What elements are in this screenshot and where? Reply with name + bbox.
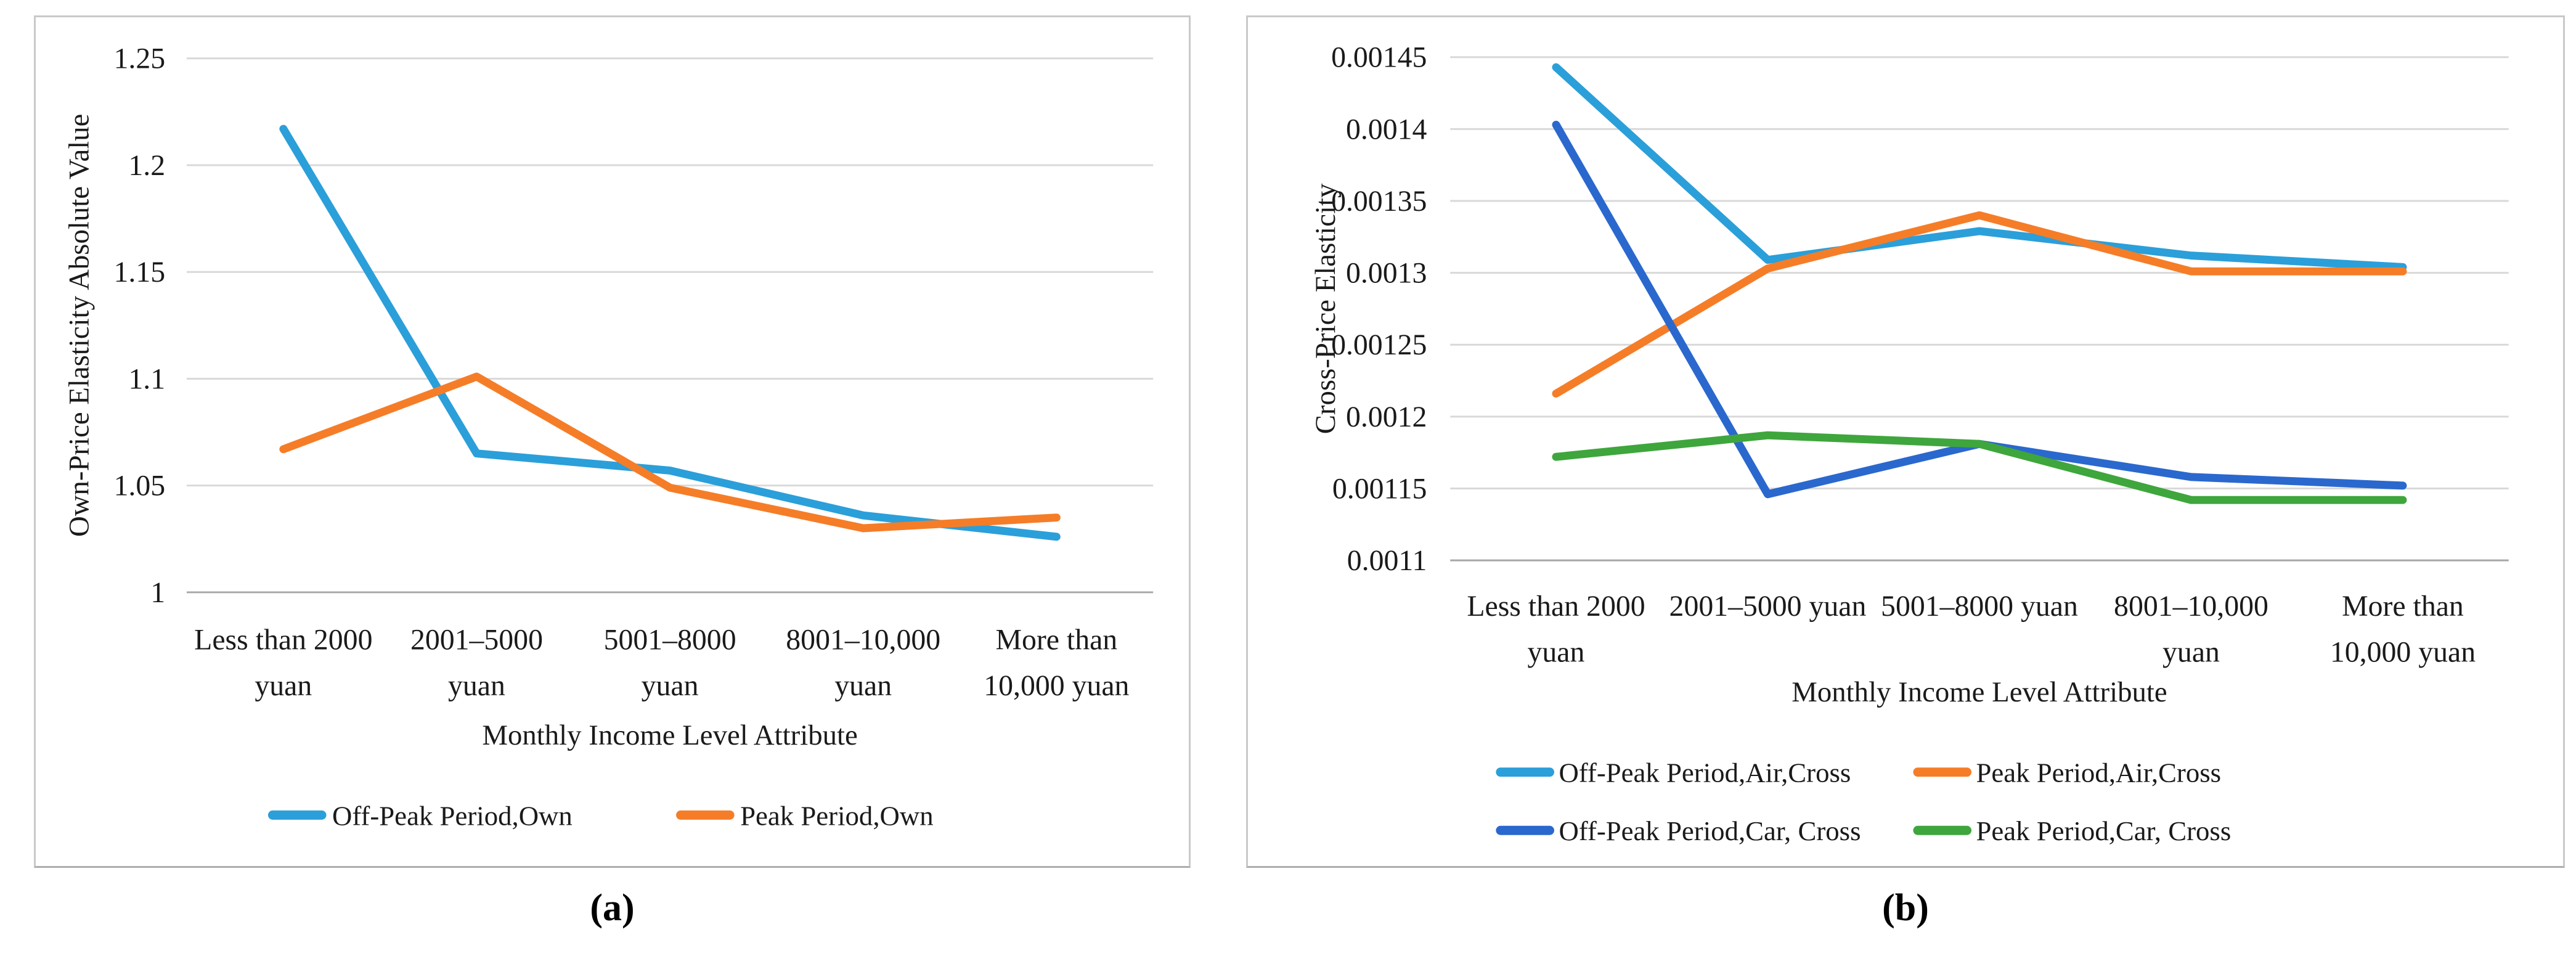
x-tick-line: Less than 2000	[1467, 590, 1645, 623]
y-tick-labels: 1 1.05 1.1 1.15 1.2 1.25	[114, 43, 166, 609]
chart-panel-b: 0.0011 0.00115 0.0012 0.00125 0.0013 0.00135 0…	[1246, 15, 2565, 868]
x-tick-label: Less than 2000 yuan	[1467, 590, 1645, 669]
series-line-off-peak-period-air-cross	[1552, 63, 2407, 271]
x-tick-line: yuan	[255, 669, 312, 702]
x-tick-line: 10,000 yuan	[2330, 635, 2476, 668]
y-tick-label: 0.00135	[1331, 185, 1427, 218]
series-line-peak-period-own	[279, 372, 1061, 533]
caption-a: (a)	[590, 887, 635, 929]
y-tick-label: 0.0011	[1347, 544, 1427, 577]
x-tick-line: yuan	[1528, 635, 1585, 668]
x-tick-label: 2001–5000 yuan	[1669, 590, 1867, 623]
x-tick-labels: Less than 2000 yuan 2001–5000 yuan 5001–800…	[1467, 590, 2476, 669]
x-tick-line: 8001–10,000	[2114, 590, 2268, 623]
series-line-peak-period-car-cross	[1552, 431, 2407, 504]
x-tick-label: 5001–8000 yuan	[604, 624, 736, 703]
y-tick-labels: 0.0011 0.00115 0.0012 0.00125 0.0013 0.00135 0…	[1331, 41, 1427, 577]
x-tick-line: 10,000 yuan	[984, 669, 1129, 702]
y-tick-label: 0.0014	[1346, 113, 1427, 145]
y-tick-label: 1.1	[128, 362, 165, 395]
y-tick-label: 0.0012	[1346, 401, 1427, 433]
y-axis-title: Cross-Price Elasticity	[1310, 183, 1342, 434]
y-axis-title: Own-Price Elasticity Absolute Value	[63, 114, 96, 537]
x-tick-line: Less than 2000	[194, 624, 372, 656]
y-tick-label: 0.0013	[1346, 257, 1427, 290]
x-axis-title: Monthly Income Level Attribute	[482, 719, 857, 751]
x-tick-line: 2001–5000	[410, 624, 543, 656]
x-tick-line: yuan	[642, 669, 699, 702]
x-tick-label: Less than 2000 yuan	[194, 624, 372, 703]
y-tick-label: 1.25	[114, 43, 166, 75]
chart-panel-a: 1 1.05 1.1 1.15 1.2 1.25 Less than 2000 yuan 200…	[34, 15, 1191, 868]
x-axis-title: Monthly Income Level Attribute	[1791, 676, 2167, 708]
x-tick-label: More than 10,000 yuan	[2330, 590, 2476, 669]
y-tick-label: 0.00145	[1331, 41, 1427, 74]
x-tick-label: 8001–10,000 yuan	[786, 624, 940, 703]
legend-label-peak-period-air-cross: Peak Period,Air,Cross	[1976, 758, 2222, 788]
y-tick-label: 1	[150, 576, 165, 609]
cross-price-elasticity-chart: 0.0011 0.00115 0.0012 0.00125 0.0013 0.00135 0…	[1310, 41, 2509, 846]
x-tick-line: yuan	[834, 669, 892, 702]
x-tick-label: More than 10,000 yuan	[984, 624, 1129, 703]
legend: Off-Peak Period,Own Peak Period,Own	[267, 800, 934, 831]
legend-label-off-peak-period-own: Off-Peak Period,Own	[332, 800, 573, 831]
x-tick-line: 5001–8000 yuan	[1881, 590, 2078, 623]
x-tick-line: yuan	[448, 669, 505, 702]
x-tick-line: 2001–5000 yuan	[1669, 590, 1867, 623]
x-tick-label: 2001–5000 yuan	[410, 624, 543, 703]
series-line-off-peak-period-own	[279, 125, 1061, 541]
y-tick-label: 1.2	[128, 149, 165, 182]
legend-label-off-peak-period-car-cross: Off-Peak Period,Car, Cross	[1559, 815, 1861, 846]
y-tick-label: 1.15	[114, 256, 166, 288]
x-tick-line: More than	[2342, 590, 2464, 623]
gridlines	[187, 57, 1154, 594]
x-tick-label: 5001–8000 yuan	[1881, 590, 2078, 623]
legend-label-peak-period-car-cross: Peak Period,Car, Cross	[1976, 815, 2232, 846]
y-tick-label: 0.00115	[1332, 472, 1427, 505]
y-tick-label: 0.00125	[1331, 329, 1427, 361]
x-tick-label: 8001–10,000 yuan	[2114, 590, 2268, 669]
legend-label-peak-period-own: Peak Period,Own	[740, 800, 934, 831]
legend: Off-Peak Period,Air,Cross Peak Period,Air…	[1496, 758, 2232, 846]
x-tick-line: 8001–10,000	[786, 624, 940, 656]
legend-label-off-peak-period-air-cross: Off-Peak Period,Air,Cross	[1559, 758, 1851, 788]
x-tick-line: 5001–8000	[604, 624, 736, 656]
caption-b: (b)	[1882, 887, 1929, 929]
x-tick-line: More than	[995, 624, 1117, 656]
series-line-peak-period-air-cross	[1552, 211, 2407, 398]
x-tick-line: yuan	[2162, 635, 2220, 668]
y-tick-label: 1.05	[114, 470, 166, 502]
